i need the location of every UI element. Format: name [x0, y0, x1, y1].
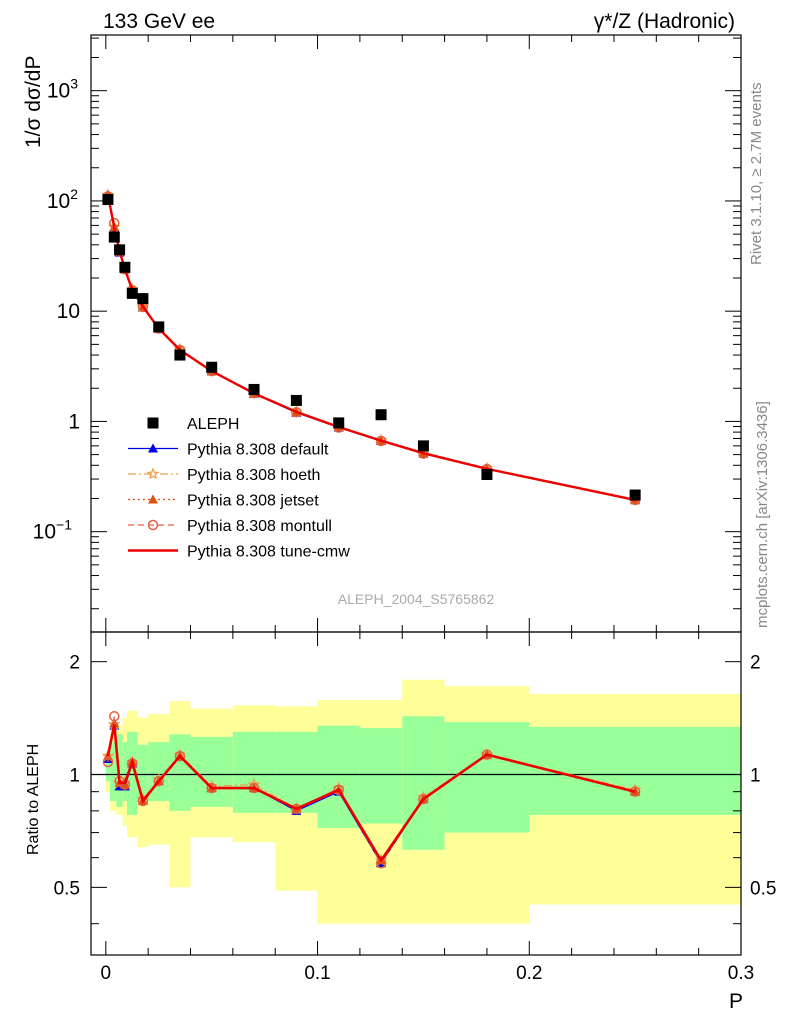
main-ylabel: 1/σ dσ/dP: [22, 56, 45, 148]
legend-label: Pythia 8.308 default: [187, 442, 329, 459]
watermark: ALEPH_2004_S5765862: [338, 591, 495, 607]
aleph-data-point: [333, 417, 345, 429]
ratio-series-point: [418, 793, 429, 805]
x-axis-title: P: [729, 990, 743, 1013]
ratio-ytick-label: 2: [69, 653, 80, 674]
aleph-data-point: [114, 244, 126, 256]
ratio-series-line: [106, 724, 636, 863]
green-band: [232, 731, 276, 813]
legend-label: Pythia 8.308 hoeth: [187, 467, 320, 484]
main-ytick-label: 102: [47, 186, 78, 213]
aleph-data-point: [290, 394, 302, 406]
ratio-uncertainty-bands: [91, 679, 741, 924]
green-band: [122, 742, 127, 801]
ratio-series-point: [291, 803, 302, 815]
x-tick-label: 0.1: [304, 963, 330, 984]
ratio-ytick-label: 1: [69, 766, 80, 787]
x-tick-label: 0: [101, 963, 112, 984]
green-band: [169, 734, 191, 811]
legend-label: Pythia 8.308 montull: [187, 518, 332, 535]
aleph-data-point: [137, 293, 149, 305]
green-band: [110, 742, 117, 801]
main-data-layer: [102, 194, 641, 501]
green-band: [137, 744, 149, 801]
ratio-frame: [90, 631, 742, 956]
aleph-data-point: [629, 489, 641, 501]
ratio-ytick-label: 0.5: [54, 878, 80, 899]
x-tick-label: 0.3: [728, 963, 754, 984]
legend-label: Pythia 8.308 jetset: [187, 493, 319, 510]
x-tick-label: 0.2: [516, 963, 542, 984]
aleph-data-point: [375, 409, 387, 421]
legend-marker: [148, 494, 158, 504]
main-ytick-label: 10−1: [33, 517, 73, 544]
legend-label: ALEPH: [187, 416, 239, 433]
legend-marker: [148, 443, 158, 453]
ratio-axes: 0 0.1 0.2 0.3 0.5 0.5 1 1 2 2: [54, 631, 776, 984]
green-band: [402, 716, 445, 850]
aleph-data-point: [102, 194, 114, 206]
main-frame: [90, 34, 742, 633]
legend-marker: [146, 467, 160, 480]
main-axes: 10−1 1 10 102 103: [33, 34, 742, 633]
green-band: [190, 736, 233, 807]
ratio-ytick-label-right: 1: [750, 766, 761, 787]
aleph-data-point: [174, 349, 186, 361]
side-label-top: Rivet 3.1.10, ≥ 2.7M events: [748, 83, 765, 266]
green-band: [529, 726, 741, 815]
aleph-data-point: [417, 440, 429, 452]
ratio-series-point: [153, 775, 165, 787]
green-band: [126, 731, 138, 815]
ratio-ytick-label-right: 2: [750, 653, 761, 674]
green-band: [275, 731, 318, 813]
ratio-series-point: [333, 784, 344, 796]
aleph-data-point: [153, 321, 165, 333]
ratio-ylabel: Ratio to ALEPH: [25, 744, 42, 855]
legend: ALEPH Pythia 8.308 default Pythia 8.308 ho…: [128, 416, 350, 561]
ratio-series-point: [174, 750, 186, 762]
legend-marker: [147, 417, 159, 429]
aleph-data-point: [126, 287, 138, 299]
ratio-series-point: [102, 756, 114, 768]
green-band: [444, 722, 530, 833]
main-ytick-label: 10: [57, 300, 80, 323]
main-ytick-label: 1: [68, 410, 80, 433]
legend-label: Pythia 8.308 tune-cmw: [187, 544, 350, 561]
green-band: [105, 759, 111, 782]
ratio-series-point: [109, 711, 120, 722]
ratio-ytick-label-right: 0.5: [750, 878, 776, 899]
legend-marker: [147, 519, 159, 531]
side-label-bottom: mcplots.cern.ch [arXiv:1306.3436]: [754, 401, 771, 628]
aleph-data-point: [248, 383, 260, 395]
main-ytick-label: 103: [47, 76, 78, 103]
main-series-layer: [101, 188, 642, 506]
aleph-data-point: [481, 469, 493, 481]
aleph-data-point: [108, 231, 120, 243]
ratio-series-layer: [101, 711, 642, 869]
aleph-data-point: [119, 261, 131, 273]
header-left: 133 GeV ee: [103, 10, 215, 33]
header-right: γ*/Z (Hadronic): [594, 10, 735, 33]
aleph-data-point: [206, 361, 218, 373]
green-band: [359, 728, 403, 824]
main-series-line: [106, 194, 636, 502]
